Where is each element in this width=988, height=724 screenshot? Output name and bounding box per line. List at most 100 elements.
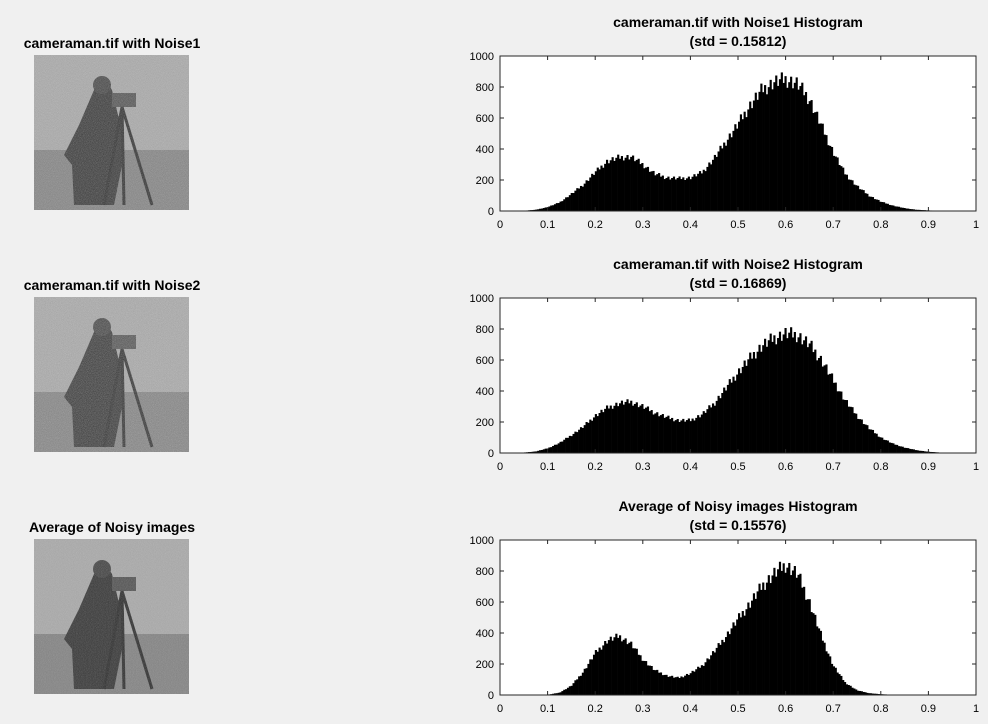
histogram-bar — [868, 693, 871, 695]
histogram-bar — [752, 352, 756, 453]
histogram-bar — [624, 157, 627, 211]
histogram-bar — [587, 663, 590, 695]
x-tick-label: 0.1 — [540, 219, 555, 231]
histogram-bar — [899, 207, 902, 211]
histogram-bar — [751, 108, 754, 211]
histogram-bar — [892, 205, 895, 211]
histogram-bar — [724, 145, 728, 211]
histogram-bar — [563, 689, 566, 695]
histogram-bar — [851, 180, 854, 211]
histogram-bar — [741, 611, 744, 695]
histogram-bar — [842, 167, 845, 211]
chart-title: cameraman.tif with Noise1 Histogram — [613, 14, 863, 30]
x-tick-label: 0.7 — [826, 219, 841, 231]
y-tick-label: 1000 — [470, 535, 494, 547]
histogram-bar — [877, 436, 880, 453]
histogram-bar — [801, 344, 804, 453]
cameraman-noise1-image — [34, 55, 189, 210]
histogram-bar — [658, 672, 661, 695]
histogram-bar — [687, 418, 690, 453]
histogram-bar — [669, 419, 672, 453]
histogram-bar — [576, 679, 579, 695]
histogram-bar — [843, 399, 847, 453]
y-tick-label: 600 — [476, 597, 494, 609]
histogram-bar — [630, 641, 633, 695]
histogram-bar — [602, 412, 605, 453]
histogram-bar — [589, 419, 592, 453]
histogram-bar — [814, 349, 817, 453]
histogram-bars — [511, 327, 966, 453]
histogram-bar — [620, 156, 624, 211]
histogram-bar — [600, 409, 603, 453]
histogram-bar — [669, 179, 672, 211]
histogram-bar — [918, 450, 921, 453]
histogram-bar — [680, 179, 683, 211]
histogram-bar — [765, 582, 769, 695]
histogram-bar — [743, 615, 746, 695]
histogram-bar — [832, 155, 835, 211]
histogram-bar — [592, 417, 596, 453]
histogram-bar — [565, 437, 568, 453]
histogram-bar — [671, 417, 674, 453]
histogram-bar — [726, 139, 730, 211]
histogram-bar — [711, 403, 715, 453]
histogram-bar — [639, 405, 642, 453]
histogram-bar — [632, 155, 635, 211]
histogram-bar — [910, 209, 914, 211]
histogram-bar — [823, 365, 826, 453]
histogram-bar — [646, 665, 650, 695]
histogram-bar — [821, 123, 824, 211]
histogram-bar — [723, 387, 726, 453]
histogram-bar — [914, 450, 917, 453]
histogram-bar — [751, 600, 754, 695]
histogram-bar — [877, 199, 880, 211]
histogram-bar — [864, 692, 867, 695]
histogram-bar — [881, 202, 884, 211]
histogram-bar — [587, 422, 590, 453]
histogram-bar — [659, 672, 663, 695]
histogram-bar — [780, 570, 783, 695]
histogram-bar — [741, 119, 744, 211]
histogram-bar — [663, 674, 666, 695]
x-tick-label: 0.3 — [635, 703, 650, 715]
histogram-bar — [769, 333, 772, 453]
histogram-bar — [830, 663, 834, 695]
histogram-bar — [619, 635, 622, 695]
histogram-bar — [775, 75, 778, 211]
histogram-bar — [896, 444, 899, 453]
x-tick-label: 1 — [973, 703, 979, 715]
histogram-bar — [862, 190, 865, 211]
histogram-bar — [732, 622, 735, 695]
histogram-bar — [656, 174, 659, 211]
histogram-bar — [622, 639, 625, 695]
histogram-bar — [734, 380, 737, 453]
histogram-bar — [583, 668, 586, 695]
histogram-bar — [723, 642, 726, 695]
histogram-bar — [843, 682, 847, 695]
histogram-bar — [535, 209, 538, 211]
histogram-bar — [587, 180, 590, 211]
histogram-bar — [648, 411, 651, 453]
histogram-bar — [659, 415, 663, 453]
histogram-bar — [801, 587, 804, 695]
histogram-bar — [615, 402, 618, 453]
histogram-bar — [736, 619, 739, 695]
histogram-bar — [847, 179, 850, 211]
histogram-bar — [868, 429, 871, 453]
histogram-bar — [691, 670, 694, 695]
histogram-bar — [851, 687, 854, 695]
histogram-bar — [639, 655, 642, 695]
x-tick-label: 0.5 — [730, 461, 745, 473]
histogram-bar — [925, 451, 928, 453]
histogram-bar — [790, 327, 793, 453]
histogram-bar — [738, 368, 741, 453]
histogram-bar — [695, 417, 698, 453]
histogram-bar — [764, 338, 767, 453]
histogram-bar — [724, 390, 728, 453]
histogram-bar — [661, 675, 664, 695]
histogram-bar — [713, 405, 716, 453]
histogram-bar — [834, 156, 837, 211]
histogram-bar — [585, 668, 588, 695]
histogram-bar — [548, 206, 551, 211]
histogram-bar — [860, 419, 863, 453]
